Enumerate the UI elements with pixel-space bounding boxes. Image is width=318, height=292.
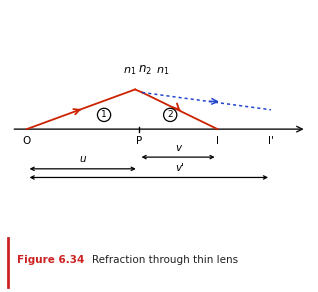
- Text: 2: 2: [167, 110, 173, 119]
- Text: v': v': [175, 163, 184, 173]
- Text: Refraction through thin lens: Refraction through thin lens: [92, 255, 238, 265]
- Text: $n_1$: $n_1$: [123, 65, 136, 77]
- Text: 1: 1: [101, 110, 107, 119]
- Text: I: I: [216, 136, 219, 146]
- Text: O: O: [23, 136, 31, 146]
- Text: Figure 6.34: Figure 6.34: [17, 255, 85, 265]
- Text: $n_1$: $n_1$: [156, 65, 169, 77]
- Text: $n_2$: $n_2$: [138, 64, 152, 77]
- Text: u: u: [80, 154, 86, 164]
- Text: v: v: [175, 142, 181, 152]
- Text: P: P: [135, 136, 142, 146]
- Text: I': I': [268, 136, 274, 146]
